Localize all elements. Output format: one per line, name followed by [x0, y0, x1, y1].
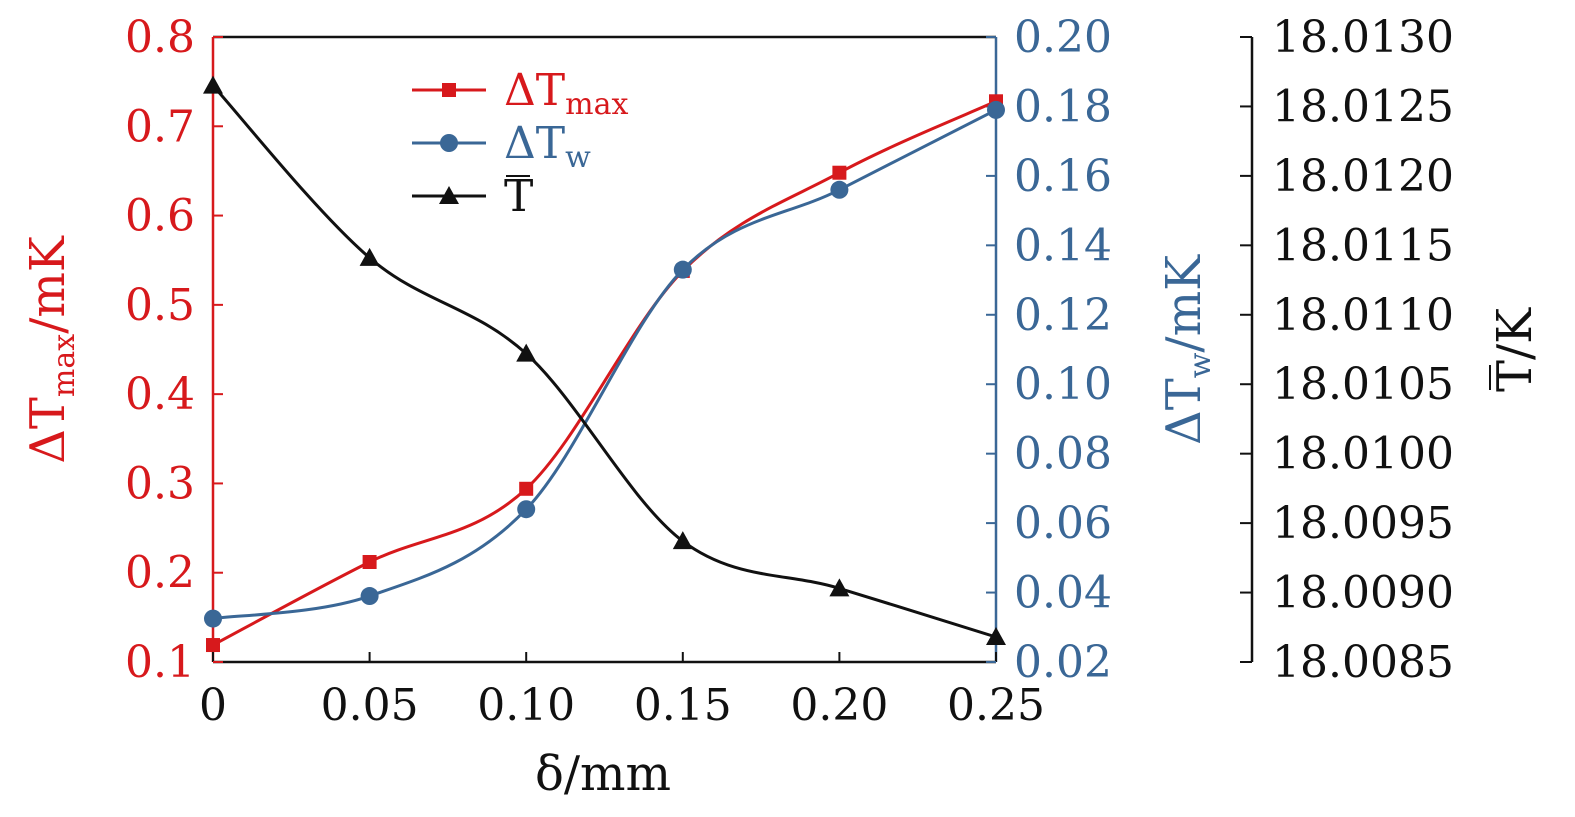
- x-axis-title: δ/mm: [535, 746, 671, 802]
- series-t-bar-point: [516, 343, 537, 362]
- legend-t-bar-marker: [439, 186, 459, 204]
- left-y-tick-label: 0.3: [125, 458, 195, 509]
- right-y-tick-label: 0.08: [1014, 429, 1112, 480]
- series-delta-tw-point: [673, 260, 692, 279]
- series-t-bar-point: [829, 578, 850, 597]
- right-y-tick-label: 0.04: [1014, 568, 1112, 619]
- right-y-tick-label: 0.18: [1014, 81, 1112, 132]
- far-right-y-tick-label: 18.0130: [1272, 12, 1454, 63]
- x-tick-label: 0.05: [321, 680, 419, 731]
- right-y-tick-label: 0.12: [1014, 290, 1112, 341]
- legend-delta-tw-label: ΔTw: [504, 118, 591, 175]
- right-y-tick-label: 0.20: [1014, 12, 1112, 63]
- far-right-y-tick-label: 18.0095: [1272, 498, 1454, 549]
- series-delta-tw-line: [212, 108, 997, 621]
- x-tick-label: 0.20: [790, 680, 888, 731]
- far-right-y-tick-label: 18.0085: [1272, 637, 1454, 688]
- series-delta-tmax-line: [212, 99, 997, 647]
- left-y-tick-label: 0.5: [125, 280, 195, 331]
- series-delta-tw-point: [987, 100, 1005, 119]
- left-y-tick-label: 0.6: [125, 191, 195, 242]
- legend-delta-tmax-marker: [442, 83, 456, 97]
- series-t-bar-point: [672, 531, 693, 550]
- series-delta-tw-point: [204, 609, 222, 628]
- x-tick-label: 0: [199, 680, 227, 731]
- x-tick-label: 0.25: [947, 680, 1045, 731]
- left-y-tick-label: 0.2: [125, 548, 195, 599]
- left-y-tick-label: 0.4: [125, 369, 195, 420]
- series-t-bar-point: [986, 627, 1006, 645]
- far-right-y-tick-label: 18.0100: [1272, 429, 1454, 480]
- x-tick-label: 0.10: [477, 680, 575, 731]
- far-right-y-tick-label: 18.0125: [1272, 81, 1454, 132]
- far-right-y-tick-label: 18.0120: [1272, 151, 1454, 202]
- series-delta-tmax-point: [362, 555, 377, 569]
- series-t-bar-point: [359, 247, 380, 266]
- left-y-axis-title: ΔTmax/mK: [20, 235, 82, 464]
- x-tick-label: 0.15: [634, 680, 732, 731]
- far-right-y-tick-label: 18.0090: [1272, 568, 1454, 619]
- legend-delta-tw-marker: [440, 134, 458, 152]
- right-y-tick-label: 0.16: [1014, 151, 1112, 202]
- right-y-tick-label: 0.02: [1014, 637, 1112, 688]
- series-delta-tw-point: [360, 587, 379, 606]
- legend-delta-tmax-label: ΔTmax: [504, 65, 628, 122]
- legend-t-bar-label: T: [504, 171, 533, 222]
- series-delta-tmax-point: [832, 165, 847, 180]
- left-y-tick-label: 0.8: [125, 12, 195, 63]
- series-delta-tw-point: [830, 180, 849, 199]
- right-y-tick-label: 0.06: [1014, 498, 1112, 549]
- far-right-y-tick-label: 18.0115: [1272, 220, 1454, 271]
- series-delta-tw-point: [517, 500, 536, 519]
- right-y-tick-label: 0.14: [1014, 220, 1112, 271]
- far-right-y-tick-label: 18.0110: [1272, 290, 1454, 341]
- series-t-bar-point: [203, 75, 223, 94]
- right-y-axis-title: ΔTw/mK: [1156, 254, 1218, 445]
- series-delta-tmax-point: [206, 638, 220, 653]
- left-y-tick-label: 0.7: [125, 101, 195, 152]
- far-right-y-axis-title: T/K: [1487, 307, 1543, 392]
- far-right-y-tick-label: 18.0105: [1272, 359, 1454, 410]
- series-delta-tmax-point: [519, 481, 534, 496]
- right-y-tick-label: 0.10: [1014, 359, 1112, 410]
- left-y-tick-label: 0.1: [125, 637, 195, 688]
